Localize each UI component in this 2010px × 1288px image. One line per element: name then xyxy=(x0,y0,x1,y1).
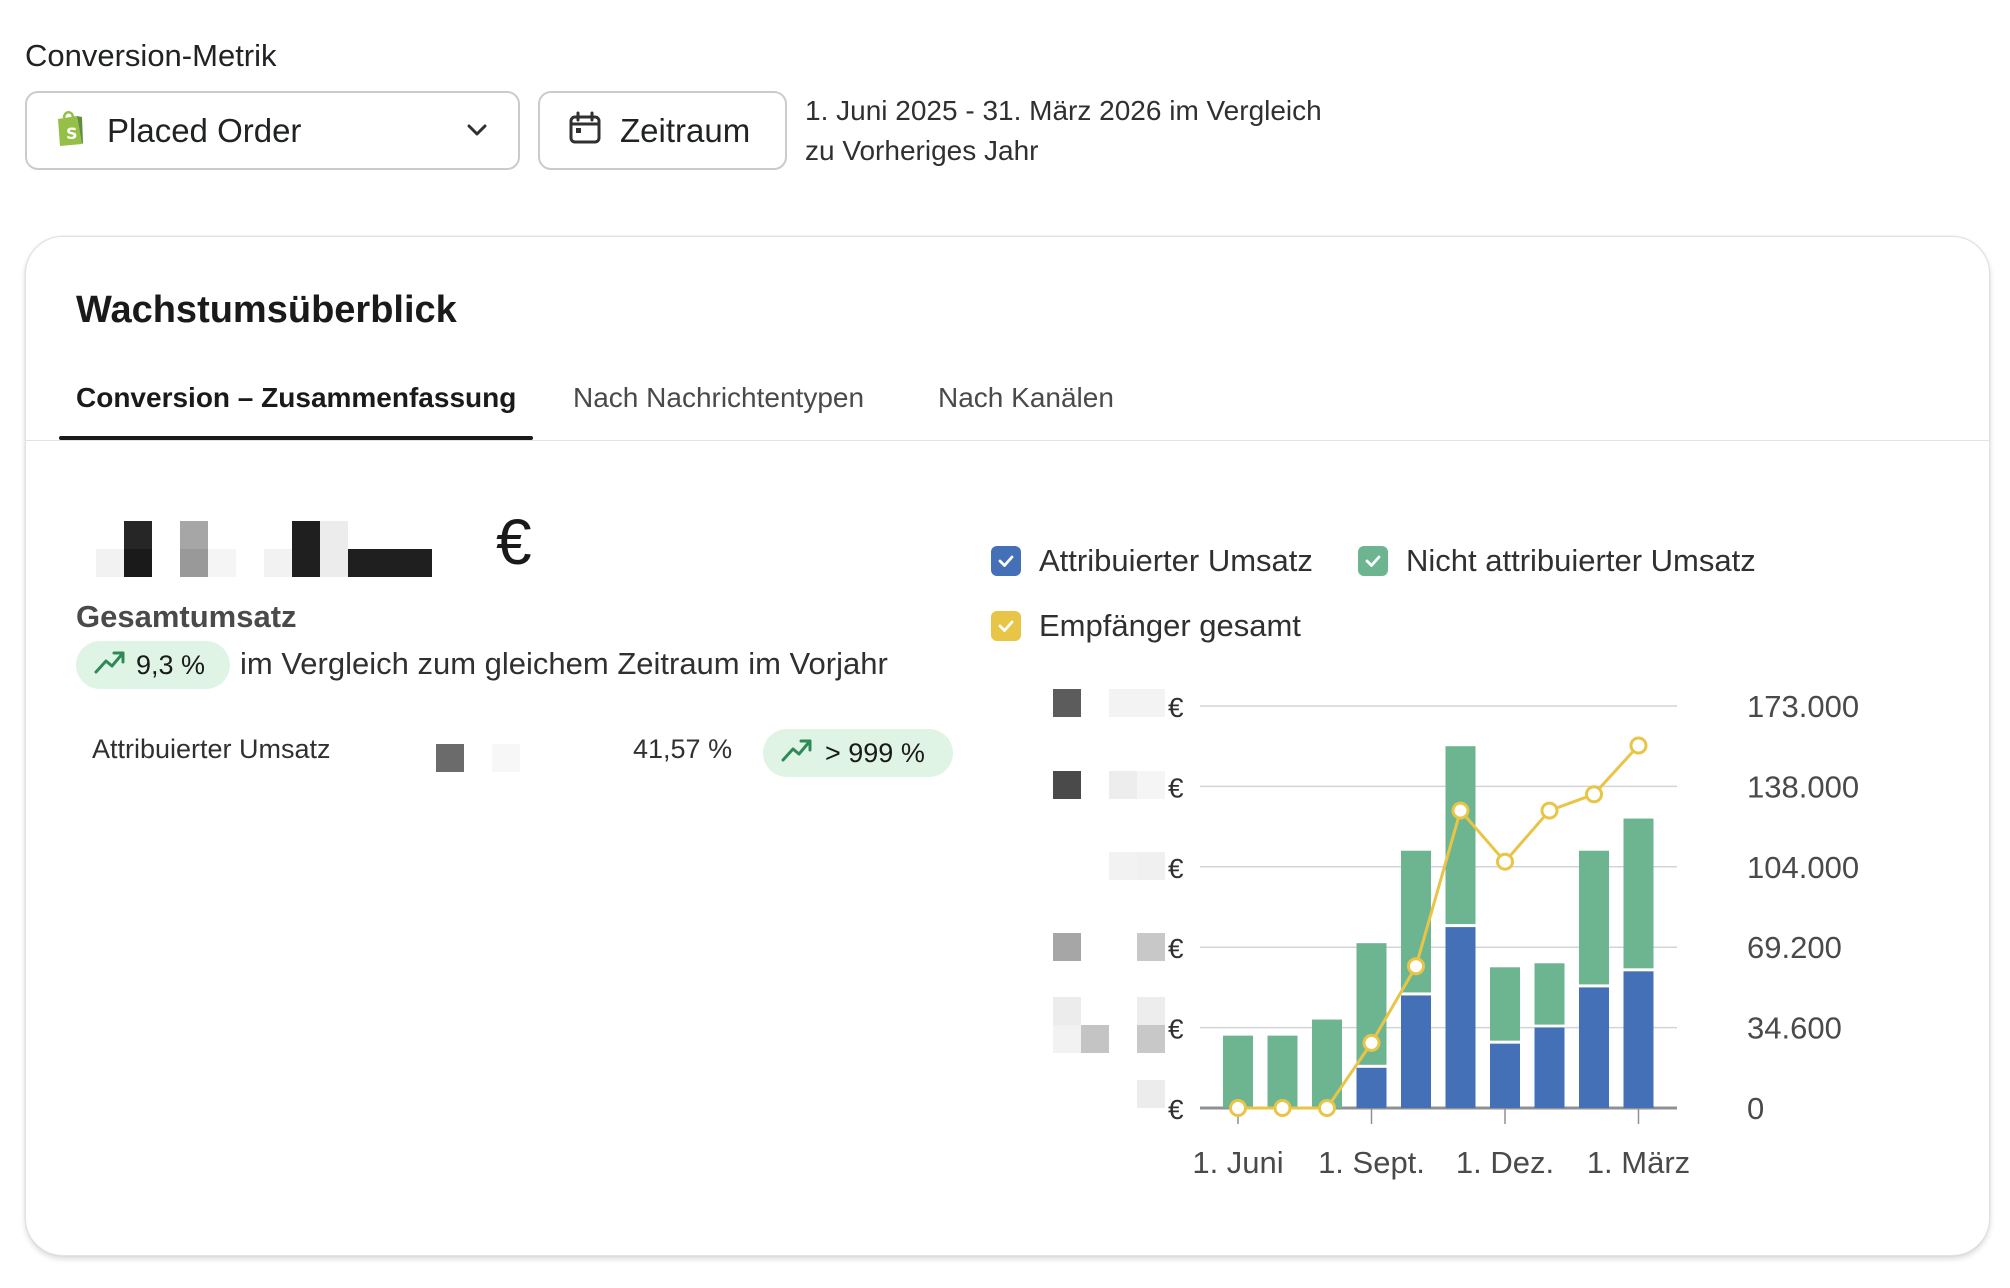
attributed-change-value: > 999 % xyxy=(825,737,925,768)
active-tab-indicator xyxy=(59,436,533,440)
card-title: Wachstumsüberblick xyxy=(76,289,457,331)
tab-by-message-types[interactable]: Nach Nachrichtentypen xyxy=(573,382,865,413)
legend-non-attributed-revenue[interactable]: Nicht attribuierter Umsatz xyxy=(1358,543,1756,579)
legend-label: Attribuierter Umsatz xyxy=(1039,543,1313,578)
tab-conversion-summary[interactable]: Conversion – Zusammenfassung xyxy=(76,382,517,413)
conversion-metric-label: Conversion-Metrik xyxy=(25,38,277,73)
total-revenue-label: Gesamtumsatz xyxy=(76,599,297,634)
checkbox-checked-icon[interactable] xyxy=(991,611,1021,641)
checkbox-checked-icon[interactable] xyxy=(1358,546,1388,576)
svg-text:S: S xyxy=(66,124,78,143)
tab-by-channels[interactable]: Nach Kanälen xyxy=(938,382,1114,413)
redacted-attributed-amount xyxy=(436,744,520,772)
total-change-value: 9,3 % xyxy=(136,649,206,680)
attributed-revenue-label: Attribuierter Umsatz xyxy=(92,734,331,764)
checkbox-checked-icon[interactable] xyxy=(991,546,1021,576)
date-range-line-1: 1. Juni 2025 - 31. März 2026 im Vergleic… xyxy=(805,95,1322,126)
attributed-revenue-percentage: 41,57 % xyxy=(633,734,733,764)
date-range-button[interactable]: Zeitraum xyxy=(538,91,787,170)
shopify-bag-icon: S xyxy=(55,109,85,152)
calendar-icon xyxy=(568,111,602,150)
date-range-line-2: zu Vorheriges Jahr xyxy=(805,135,1039,166)
date-range-text: 1. Juni 2025 - 31. März 2026 im Vergleic… xyxy=(805,91,1322,171)
chevron-down-icon xyxy=(464,117,490,148)
legend-label: Nicht attribuierter Umsatz xyxy=(1406,543,1756,578)
redacted-total-amount xyxy=(96,521,432,581)
attributed-change-badge: > 999 % xyxy=(763,729,953,777)
growth-overview-card: Wachstumsüberblick Conversion – Zusammen… xyxy=(25,236,1990,1256)
selected-metric: Placed Order xyxy=(107,111,302,149)
conversion-metric-select[interactable]: S Placed Order xyxy=(25,91,520,170)
trend-up-icon xyxy=(94,649,126,682)
total-change-badge: 9,3 % xyxy=(76,641,230,689)
legend-attributed-revenue[interactable]: Attribuierter Umsatz xyxy=(991,543,1313,579)
comparison-text: im Vergleich zum gleichem Zeitraum im Vo… xyxy=(240,646,888,681)
trend-up-icon xyxy=(781,737,813,770)
legend-total-recipients[interactable]: Empfänger gesamt xyxy=(991,608,1301,644)
tab-divider xyxy=(26,440,1989,441)
total-currency-symbol: € xyxy=(496,506,532,578)
date-range-button-label: Zeitraum xyxy=(620,111,751,149)
legend-label: Empfänger gesamt xyxy=(1039,608,1301,643)
